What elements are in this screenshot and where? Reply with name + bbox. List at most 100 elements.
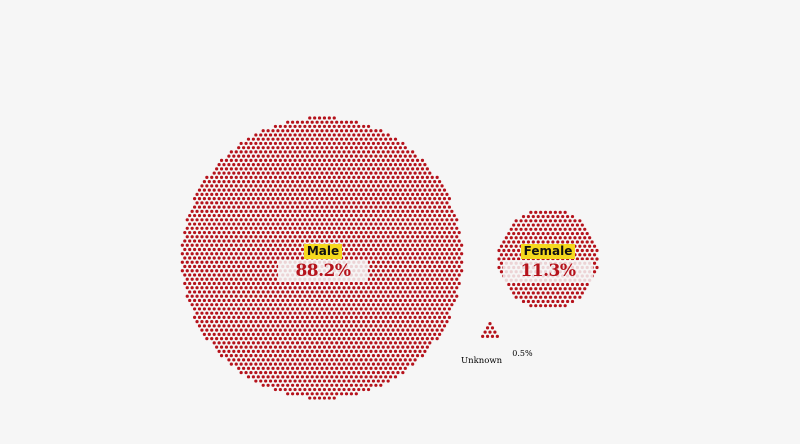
- male-dot: [342, 286, 346, 290]
- male-dot: [337, 218, 341, 222]
- male-dot: [266, 358, 270, 362]
- female-dot: [568, 295, 572, 299]
- male-dot: [330, 230, 334, 235]
- male-dot: [266, 298, 270, 303]
- male-dot: [317, 337, 322, 341]
- male-dot: [330, 154, 334, 158]
- male-dot: [455, 226, 459, 230]
- male-dot: [381, 320, 385, 324]
- male-dot: [408, 196, 412, 201]
- male-dot: [303, 158, 307, 162]
- male-dot: [298, 184, 302, 188]
- male-dot: [386, 362, 390, 366]
- female-dot: [543, 304, 548, 308]
- male-dot: [418, 290, 422, 294]
- male-dot: [401, 150, 405, 154]
- male-dot: [396, 277, 400, 281]
- male-dot: [435, 277, 439, 281]
- male-dot: [305, 392, 309, 396]
- male-dot: [342, 252, 346, 256]
- male-dot: [298, 354, 302, 358]
- male-dot: [283, 387, 287, 392]
- male-dot: [283, 252, 287, 256]
- male-dot: [276, 146, 280, 150]
- male-dot: [322, 370, 327, 375]
- male-dot: [418, 213, 422, 218]
- male-dot: [266, 273, 270, 277]
- male-dot: [303, 337, 307, 341]
- male-dot: [433, 222, 437, 226]
- male-dot: [418, 247, 422, 252]
- male-dot: [205, 218, 209, 222]
- male-dot: [442, 247, 447, 252]
- female-dot: [536, 240, 540, 244]
- male-dot: [342, 370, 346, 375]
- male-dot: [369, 188, 373, 192]
- male-dot: [202, 180, 206, 184]
- unknown-dot: [495, 334, 499, 338]
- male-dot: [332, 294, 336, 298]
- male-dot: [435, 286, 439, 290]
- male-dot: [256, 256, 260, 260]
- male-dot: [239, 209, 243, 213]
- male-dot: [332, 370, 336, 375]
- male-dot: [281, 171, 285, 175]
- male-dot: [246, 205, 251, 209]
- male-dot: [300, 298, 304, 303]
- male-dot: [205, 260, 209, 264]
- male-dot: [430, 218, 434, 222]
- male-dot: [354, 298, 358, 303]
- male-dot: [259, 320, 263, 324]
- male-dot: [396, 167, 400, 171]
- male-dot: [315, 222, 319, 226]
- male-dot: [362, 328, 366, 332]
- male-dot: [376, 141, 380, 146]
- male-dot: [401, 209, 405, 213]
- male-dot: [359, 341, 363, 345]
- male-dot: [357, 345, 361, 349]
- male-dot: [256, 281, 260, 286]
- male-dot: [251, 196, 255, 201]
- male-dot: [391, 294, 395, 298]
- male-dot: [440, 201, 444, 205]
- male-dot: [310, 222, 314, 226]
- male-dot: [264, 337, 268, 341]
- male-dot: [281, 281, 285, 286]
- male-dot: [291, 324, 295, 328]
- male-dot: [271, 298, 275, 303]
- male-dot: [291, 154, 295, 158]
- male-dot: [200, 192, 204, 196]
- female-dot: [529, 304, 533, 308]
- male-dot: [183, 264, 187, 269]
- male-dot: [411, 345, 415, 349]
- male-dot: [244, 150, 248, 154]
- male-dot: [357, 311, 361, 315]
- male-dot: [237, 222, 241, 226]
- male-dot: [428, 196, 432, 201]
- female-dot: [519, 295, 523, 299]
- female-dot: [573, 287, 577, 291]
- male-dot: [283, 209, 287, 213]
- male-dot: [347, 201, 351, 205]
- male-dot: [246, 273, 251, 277]
- male-dot: [428, 290, 432, 294]
- male-dot: [327, 124, 331, 129]
- male-dot: [205, 201, 209, 205]
- male-dot: [381, 226, 385, 230]
- male-dot: [366, 218, 371, 222]
- male-dot: [340, 392, 344, 396]
- male-dot: [303, 141, 307, 146]
- male-dot: [347, 192, 351, 196]
- male-dot: [381, 141, 385, 146]
- male-dot: [273, 362, 278, 366]
- female-dot: [580, 282, 584, 287]
- male-dot: [185, 218, 189, 222]
- male-dot: [342, 354, 346, 358]
- male-dot: [313, 286, 317, 290]
- male-dot: [349, 298, 353, 303]
- male-dot: [349, 222, 353, 226]
- male-dot: [447, 205, 451, 209]
- male-dot: [286, 366, 290, 370]
- male-dot: [227, 205, 231, 209]
- male-dot: [384, 315, 388, 320]
